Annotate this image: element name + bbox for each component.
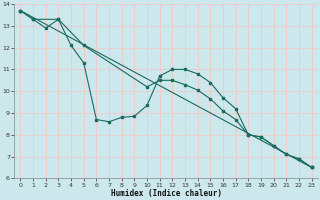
X-axis label: Humidex (Indice chaleur): Humidex (Indice chaleur) — [110, 189, 221, 198]
